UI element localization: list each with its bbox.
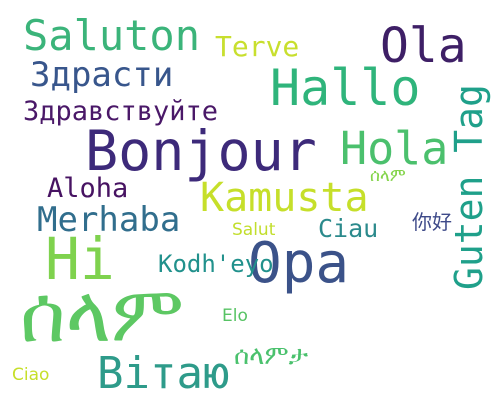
word-hallo: Hallo xyxy=(270,59,421,117)
word-kodheyo: ሰላም xyxy=(20,270,184,360)
word-bonjour: Bonjour xyxy=(85,119,317,183)
word-salut: Opa xyxy=(248,231,350,296)
word-ciao: Вітаю xyxy=(97,348,230,399)
word-selam-3: Elo xyxy=(222,306,248,326)
word-selam-2: Salut xyxy=(232,220,276,240)
word-zdravstvuyte: Здравствуйте xyxy=(23,96,219,127)
word-saluton: Saluton xyxy=(23,11,201,60)
word-ciau: Ciau xyxy=(318,214,379,243)
word-guten-tag: Guten Tag xyxy=(447,84,491,290)
word-opa: Kodh'eyo xyxy=(158,250,274,278)
word-hi: Hi xyxy=(45,225,115,293)
word-selamta: Ciao xyxy=(12,365,50,385)
word-ola: Ola xyxy=(380,18,467,74)
word-merhaba: Merhaba xyxy=(37,200,181,240)
word-selam-1: ሰላም xyxy=(370,166,406,186)
word-aloha: Aloha xyxy=(47,173,129,204)
word-terve: Terve xyxy=(215,30,300,63)
word-zdrasti: Здрасти xyxy=(30,55,174,95)
word-hola: Hola xyxy=(340,122,449,175)
word-elo: ሰላምታ xyxy=(234,341,309,371)
word-kamusta: Kamusta xyxy=(200,175,369,221)
word-nihao: 你好 xyxy=(412,210,452,234)
